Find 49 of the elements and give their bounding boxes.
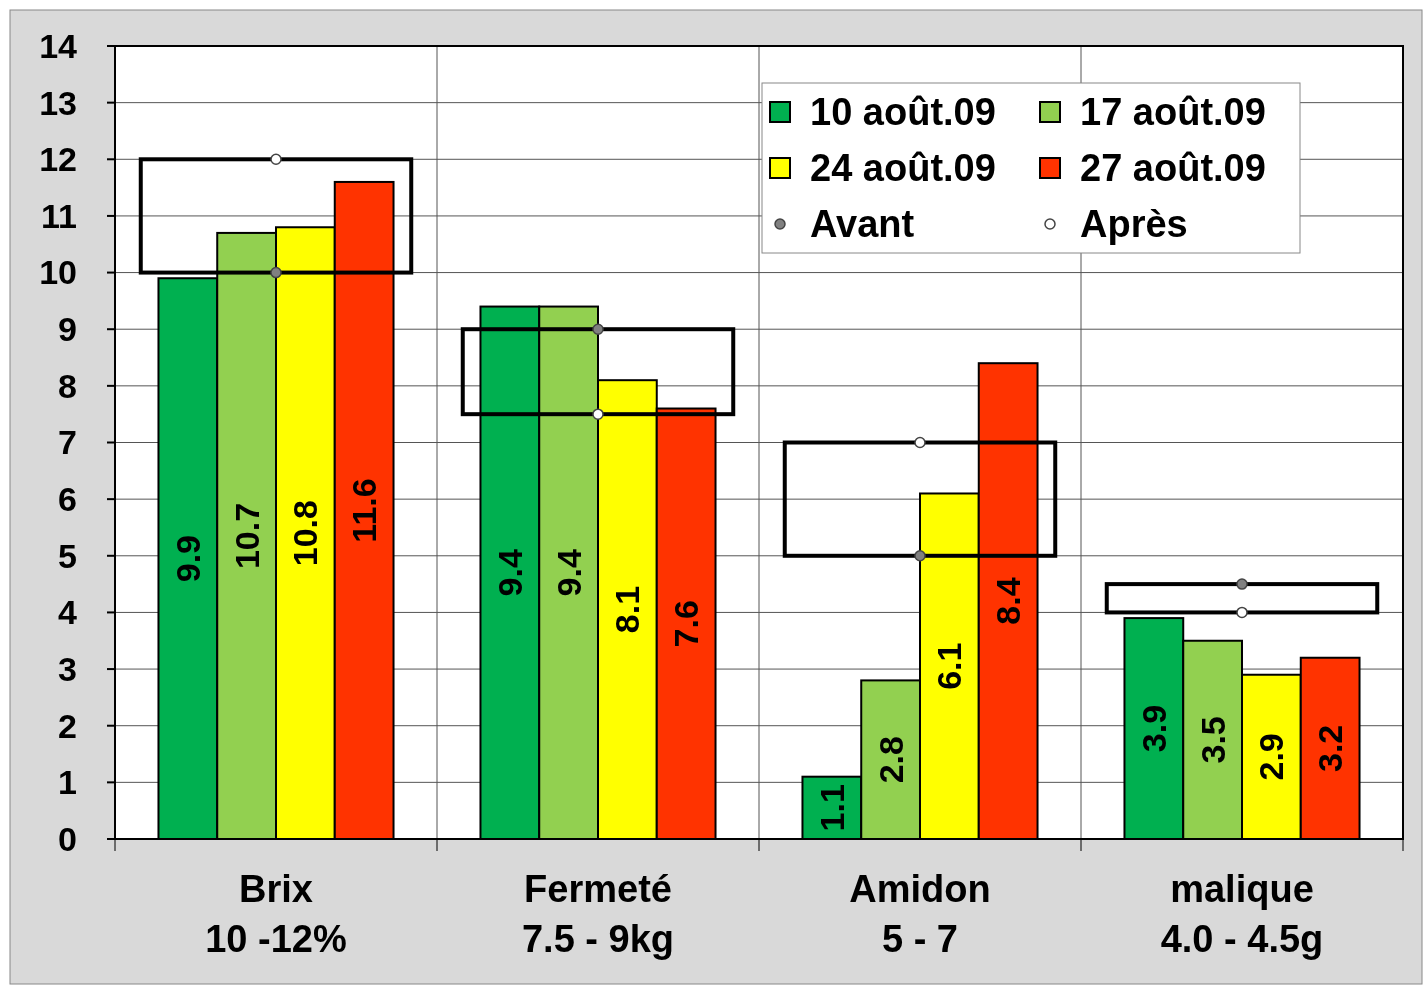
legend-label: 27 août.09 (1080, 147, 1266, 190)
legend-label: Avant (810, 203, 915, 246)
data-label: 8.4 (989, 577, 1028, 625)
x-tick-label: Brix 10 -12% (205, 868, 347, 960)
y-tick-label: 7 (58, 423, 77, 462)
data-label: 3.2 (1311, 724, 1350, 772)
y-tick-label: 13 (39, 83, 77, 122)
point (914, 436, 926, 449)
point (1236, 578, 1248, 590)
data-label: 9.4 (490, 549, 529, 597)
data-label: 1.1 (812, 784, 851, 832)
data-label: 10.7 (227, 502, 266, 570)
y-tick-label: 1 (58, 763, 77, 802)
y-tick-label: 0 (58, 819, 77, 858)
point (270, 153, 282, 166)
data-label: 6.1 (930, 642, 969, 690)
legend-label: 24 août.09 (810, 147, 996, 190)
point (592, 408, 604, 420)
data-label: 9.4 (549, 549, 588, 597)
x-tick-label: Fermeté 7.5 - 9kg (521, 868, 675, 960)
y-tick-label: 10 (39, 253, 77, 292)
point (1236, 606, 1248, 619)
data-label: 7.6 (667, 600, 706, 648)
y-tick-label: 8 (58, 366, 77, 405)
legend-label: 17 août.09 (1080, 91, 1266, 134)
y-tick-label: 5 (58, 536, 77, 575)
y-tick-label: 12 (39, 140, 77, 179)
data-label: 9.9 (168, 534, 207, 583)
y-tick-label: 6 (58, 480, 77, 519)
y-tick-label: 11 (41, 196, 77, 235)
x-tick-label: malique 4.0 - 4.5g (1160, 868, 1324, 960)
y-tick-label: 9 (58, 310, 77, 349)
y-tick-label: 3 (58, 649, 77, 688)
data-label: 3.9 (1134, 704, 1173, 753)
data-label: 10.8 (286, 500, 325, 567)
y-tick-label: 14 (39, 26, 78, 65)
y-tick-label: 4 (58, 593, 78, 632)
data-label: 3.5 (1193, 716, 1232, 764)
y-tick-label: 2 (58, 706, 77, 745)
point (914, 550, 926, 562)
data-label: 8.1 (608, 585, 647, 634)
legend-label: Après (1080, 203, 1188, 246)
data-label: 11.6 (345, 478, 384, 543)
legend-label: 10 août.09 (810, 91, 996, 134)
data-label: 2.9 (1252, 733, 1291, 781)
data-label: 2.8 (871, 736, 910, 784)
point (592, 323, 604, 335)
x-tick-label: Amidon 5 - 7 (849, 868, 991, 960)
point (270, 266, 282, 279)
